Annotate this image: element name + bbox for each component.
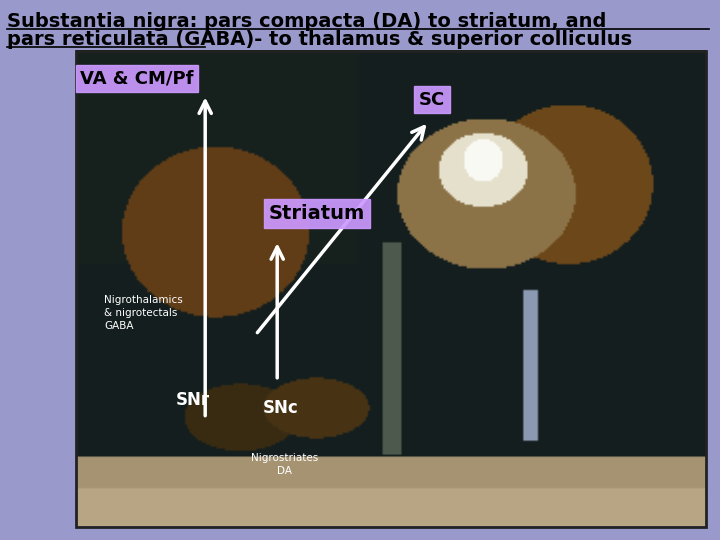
Text: Nigrothalamics
& nigrotectals
GABA: Nigrothalamics & nigrotectals GABA [104,295,183,332]
Text: SC: SC [419,91,445,109]
Text: pars reticulata (GABA)- to thalamus & superior colliculus: pars reticulata (GABA)- to thalamus & su… [7,30,632,49]
Text: VA & CM/Pf: VA & CM/Pf [80,69,194,87]
Text: SNr: SNr [176,390,210,409]
Text: Nigrostriates
DA: Nigrostriates DA [251,453,318,476]
Text: Striatum: Striatum [269,204,365,223]
Text: SNc: SNc [263,399,299,417]
Text: Substantia nigra: pars compacta (DA) to striatum, and: Substantia nigra: pars compacta (DA) to … [7,12,606,31]
